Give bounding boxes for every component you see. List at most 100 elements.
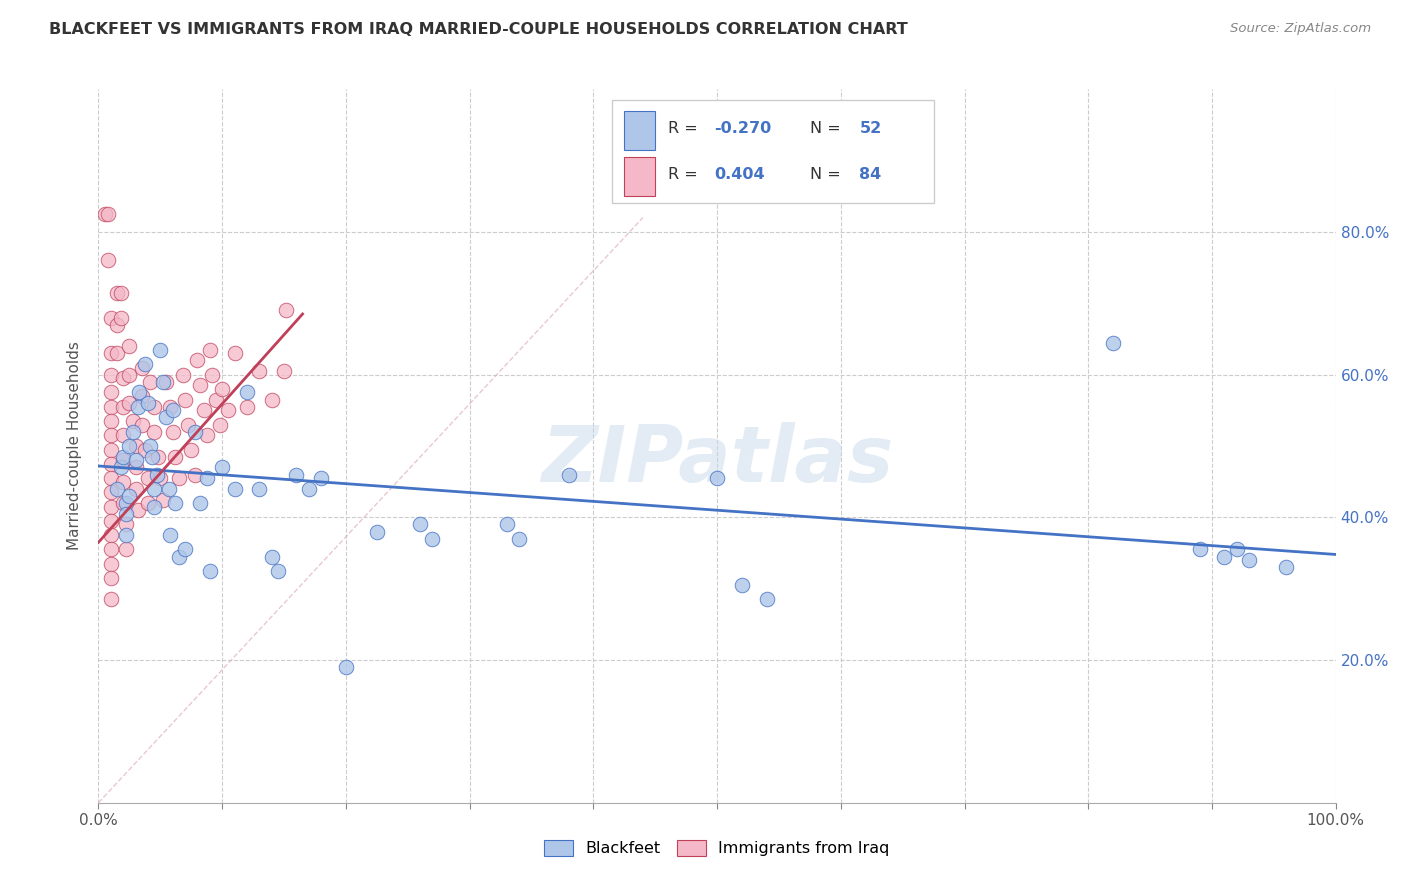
Point: [247, 364, 270, 378]
Point: [152, 375, 174, 389]
Point: [184, 425, 207, 439]
Point: [180, 442, 202, 457]
Point: [366, 524, 388, 539]
Point: [110, 310, 132, 325]
Point: [273, 364, 295, 378]
Point: [112, 428, 135, 442]
Point: [100, 557, 122, 571]
Point: [198, 564, 221, 578]
Point: [236, 385, 259, 400]
Point: [100, 542, 122, 557]
Point: [112, 453, 135, 467]
Text: N =: N =: [810, 121, 846, 136]
Point: [508, 532, 530, 546]
Point: [131, 417, 153, 432]
Point: [1213, 549, 1236, 564]
Point: [114, 517, 136, 532]
Point: [706, 471, 728, 485]
Text: 84: 84: [859, 168, 882, 182]
Y-axis label: Married-couple Households: Married-couple Households: [67, 342, 83, 550]
Point: [149, 343, 172, 357]
Point: [422, 532, 444, 546]
Point: [112, 475, 135, 489]
Point: [112, 450, 135, 464]
Text: N =: N =: [810, 168, 846, 182]
Point: [100, 346, 122, 360]
Point: [100, 385, 122, 400]
Text: ZIPatlas: ZIPatlas: [541, 422, 893, 499]
Point: [112, 496, 135, 510]
Point: [100, 528, 122, 542]
Point: [174, 542, 197, 557]
Point: [110, 460, 132, 475]
Text: 0.404: 0.404: [714, 168, 765, 182]
Point: [118, 339, 141, 353]
Point: [208, 417, 231, 432]
Point: [118, 396, 141, 410]
Bar: [624, 157, 655, 196]
Point: [557, 467, 579, 482]
Point: [134, 442, 156, 457]
Point: [167, 549, 190, 564]
Point: [188, 378, 211, 392]
Point: [100, 485, 122, 500]
Point: [124, 439, 146, 453]
Point: [97, 207, 120, 221]
Point: [112, 400, 135, 414]
Point: [224, 482, 246, 496]
Point: [236, 400, 259, 414]
Point: [146, 450, 169, 464]
Point: [139, 439, 162, 453]
Point: [100, 368, 122, 382]
Point: [159, 528, 181, 542]
Point: [100, 442, 122, 457]
Text: BLACKFEET VS IMMIGRANTS FROM IRAQ MARRIED-COUPLE HOUSEHOLDS CORRELATION CHART: BLACKFEET VS IMMIGRANTS FROM IRAQ MARRIE…: [49, 22, 908, 37]
Point: [165, 496, 187, 510]
Point: [186, 353, 208, 368]
Point: [100, 500, 122, 514]
Point: [155, 375, 177, 389]
Point: [1237, 553, 1260, 567]
Point: [224, 346, 246, 360]
Point: [1102, 335, 1125, 350]
Legend: Blackfeet, Immigrants from Iraq: Blackfeet, Immigrants from Iraq: [538, 833, 896, 863]
Point: [122, 414, 145, 428]
Point: [100, 514, 122, 528]
Point: [136, 496, 159, 510]
Point: [211, 460, 233, 475]
Point: [127, 503, 149, 517]
Point: [105, 346, 128, 360]
Point: [198, 343, 221, 357]
Point: [195, 471, 218, 485]
Point: [124, 453, 146, 467]
Point: [201, 368, 224, 382]
Point: [495, 517, 517, 532]
Point: [285, 467, 308, 482]
Point: [188, 496, 211, 510]
Point: [184, 467, 207, 482]
Point: [193, 403, 215, 417]
Point: [247, 482, 270, 496]
Point: [276, 303, 298, 318]
Point: [172, 368, 194, 382]
Point: [149, 471, 172, 485]
Point: [143, 400, 166, 414]
Point: [260, 392, 283, 407]
Point: [217, 403, 239, 417]
Point: [112, 371, 135, 385]
Point: [134, 357, 156, 371]
Point: [128, 385, 150, 400]
Point: [157, 482, 180, 496]
Point: [114, 542, 136, 557]
Point: [143, 500, 166, 514]
Point: [100, 457, 122, 471]
Point: [100, 400, 122, 414]
Point: [105, 482, 128, 496]
FancyBboxPatch shape: [612, 100, 934, 203]
Bar: [624, 111, 655, 150]
Point: [162, 425, 184, 439]
Point: [205, 392, 228, 407]
Point: [131, 360, 153, 375]
Point: [100, 414, 122, 428]
Point: [100, 310, 122, 325]
